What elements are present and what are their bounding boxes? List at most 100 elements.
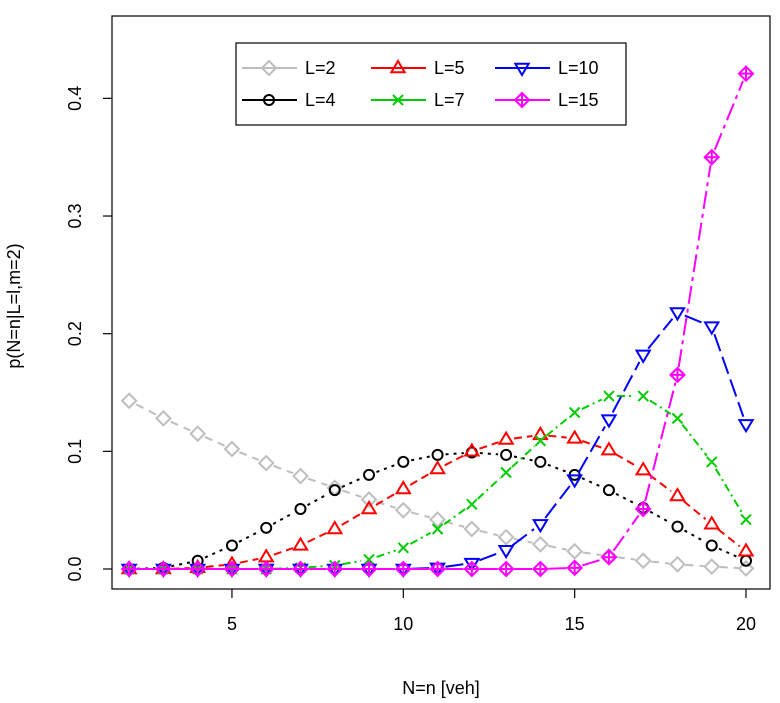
data-point (120, 560, 138, 578)
legend-label: L=15 (558, 90, 599, 110)
data-point (397, 542, 410, 554)
data-point (600, 548, 618, 566)
data-point (225, 539, 238, 552)
data-point (497, 560, 515, 578)
data-point (634, 349, 652, 364)
data-point (703, 148, 721, 166)
series-line-segment (376, 549, 397, 558)
series-line-segment (649, 399, 672, 415)
x-tick-label: 15 (565, 614, 585, 634)
data-point (568, 406, 581, 419)
series-line-segment (681, 424, 708, 457)
series-line-segment (685, 563, 704, 568)
series-line-segment (479, 529, 499, 537)
series-line-segment (135, 403, 157, 416)
legend-label: L=7 (434, 90, 465, 110)
legend-entry-l-10: L=10 (495, 58, 599, 78)
data-point (431, 523, 444, 535)
series-line-segment (616, 556, 636, 561)
series-line-segment (376, 463, 397, 473)
data-point (669, 307, 686, 322)
series-line-segment (342, 559, 362, 566)
data-point (603, 390, 615, 402)
series-line-segment (273, 464, 294, 475)
x-tick-label: 5 (227, 614, 237, 634)
data-point (531, 535, 549, 553)
data-point (737, 559, 755, 577)
data-point (634, 461, 652, 476)
series-line-segment (511, 528, 535, 547)
data-point (223, 560, 241, 578)
data-point (328, 484, 341, 497)
data-point (669, 555, 686, 573)
series-line-segment (409, 531, 432, 545)
data-point (531, 519, 549, 534)
series-line-segment (713, 333, 745, 418)
data-point (394, 501, 412, 519)
series-line-segment (548, 544, 568, 551)
data-point (466, 498, 478, 510)
series-line-segment (445, 520, 465, 528)
series-line-segment (478, 552, 499, 562)
data-point (189, 560, 207, 578)
data-point (154, 409, 172, 427)
series-line-segment (308, 565, 327, 569)
data-point (497, 528, 515, 546)
data-point (703, 515, 721, 530)
series-line-segment (204, 436, 226, 447)
data-point (602, 484, 615, 497)
data-point (531, 425, 549, 441)
data-point (566, 429, 584, 444)
data-point (397, 455, 410, 468)
plot-area (120, 65, 755, 578)
series-l-5 (120, 425, 755, 575)
series-line-segment (714, 468, 743, 514)
series-line-segment (238, 451, 260, 461)
legend: L=2 L=4 L=5 L=7 L=10 L=15 (235, 42, 627, 126)
data-point (500, 466, 512, 479)
legend-label: L=2 (305, 58, 336, 78)
series-line-segment (581, 477, 603, 488)
series-line-segment (582, 558, 602, 567)
series-line-segment (717, 528, 741, 548)
series-line-segment (239, 557, 259, 564)
data-point (429, 460, 446, 475)
series-line-segment (375, 492, 397, 506)
data-point (463, 520, 481, 538)
legend-entry-l-5: L=5 (371, 58, 465, 78)
series-line-segment (307, 477, 328, 487)
series-line-segment (713, 80, 744, 151)
data-point (326, 560, 344, 578)
data-point (257, 560, 275, 578)
data-point (294, 502, 307, 515)
series-line-segment (170, 420, 191, 432)
series-line-segment (684, 314, 705, 325)
data-point (703, 558, 721, 576)
data-point (669, 366, 686, 384)
legend-entry-l-2: L=2 (242, 58, 336, 78)
series-line-segment (644, 382, 677, 502)
data-point (360, 500, 378, 515)
series-line-segment (677, 164, 712, 368)
data-point (671, 520, 684, 533)
series-line-segment (545, 416, 570, 437)
data-point (292, 536, 309, 551)
series-line-segment (548, 567, 567, 570)
series-line-segment (341, 512, 363, 526)
data-point (429, 511, 446, 528)
legend-marker (389, 59, 407, 74)
data-point (394, 560, 412, 578)
legend-label: L=5 (434, 58, 465, 78)
series-line-segment (273, 547, 294, 556)
data-point (600, 441, 618, 456)
legend-marker (263, 94, 275, 106)
data-point (363, 553, 375, 566)
data-point (497, 544, 515, 560)
series-line-segment (477, 477, 501, 500)
series-line-segment (615, 492, 637, 506)
data-point (600, 414, 618, 429)
series-line-segment (719, 566, 739, 569)
data-point (534, 455, 547, 468)
legend-marker (513, 91, 531, 109)
plot-frame (111, 15, 771, 590)
